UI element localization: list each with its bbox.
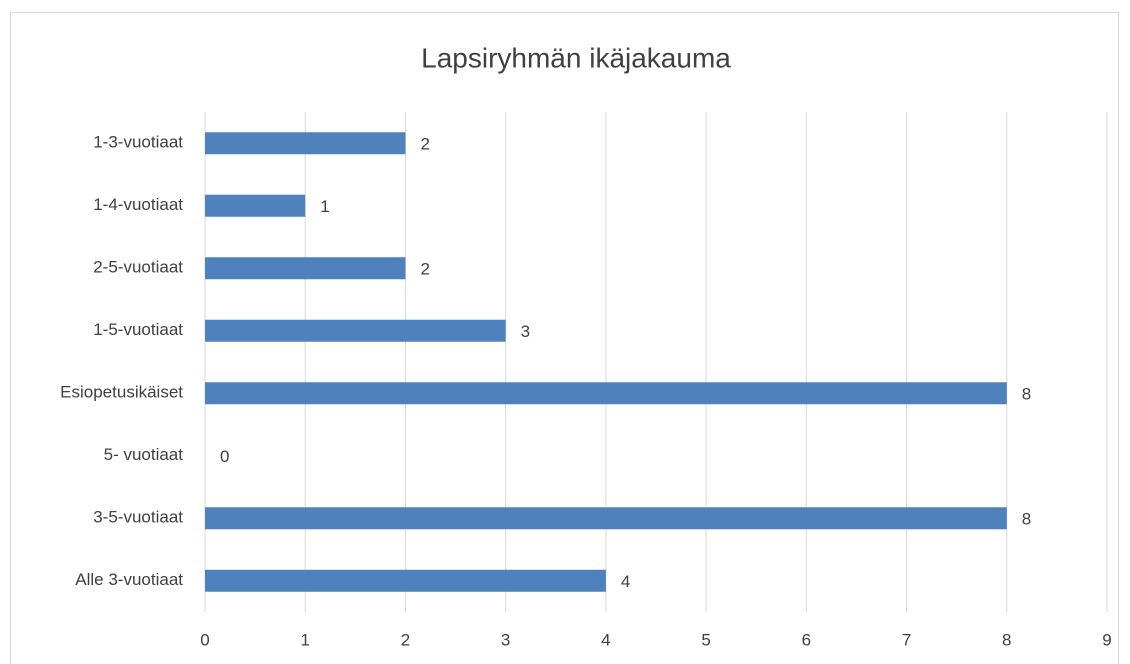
y-tick-label: 1-3-vuotiaat <box>93 133 183 152</box>
y-tick-label: Alle 3-vuotiaat <box>75 570 183 589</box>
x-tick-label: 1 <box>300 630 309 649</box>
x-tick-label: 5 <box>701 630 710 649</box>
y-tick-label: Esiopetusikäiset <box>60 383 183 402</box>
x-tick-label: 3 <box>501 630 510 649</box>
bar <box>205 194 306 217</box>
data-label: 3 <box>521 322 530 341</box>
y-tick-label: 3-5-vuotiaat <box>93 508 183 527</box>
data-label: 8 <box>1022 385 1031 404</box>
data-label: 4 <box>621 572 630 591</box>
x-tick-label: 0 <box>200 630 209 649</box>
data-label: 1 <box>320 197 329 216</box>
data-label: 0 <box>220 447 229 466</box>
bar <box>205 507 1007 530</box>
bar <box>205 257 406 280</box>
bar <box>205 319 506 342</box>
y-tick-label: 5- vuotiaat <box>104 445 184 464</box>
bar <box>205 382 1007 405</box>
data-label: 8 <box>1022 510 1031 529</box>
y-tick-label: 2-5-vuotiaat <box>93 258 183 277</box>
bar <box>205 569 606 592</box>
chart-title: Lapsiryhmän ikäjakauma <box>421 42 731 73</box>
x-tick-label: 4 <box>601 630 610 649</box>
data-label: 2 <box>420 135 429 154</box>
y-tick-label: 1-5-vuotiaat <box>93 320 183 339</box>
x-tick-label: 6 <box>802 630 811 649</box>
x-tick-label: 9 <box>1102 630 1111 649</box>
bar <box>205 132 406 155</box>
x-tick-label: 7 <box>902 630 911 649</box>
chart-border <box>10 12 1119 664</box>
y-tick-label: 1-4-vuotiaat <box>93 195 183 214</box>
data-label: 2 <box>420 260 429 279</box>
x-tick-label: 2 <box>401 630 410 649</box>
x-tick-label: 8 <box>1002 630 1011 649</box>
